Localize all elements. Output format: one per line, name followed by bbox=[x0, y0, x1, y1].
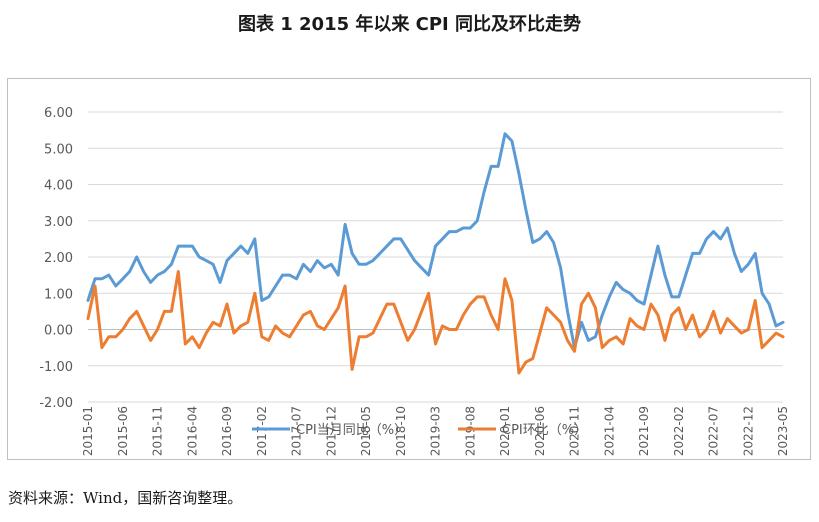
chart-frame bbox=[7, 78, 811, 460]
x-tick-label: 2015-06 bbox=[116, 406, 130, 456]
series-line-cpi-mom bbox=[86, 270, 785, 375]
y-tick-label: 4.00 bbox=[44, 179, 73, 194]
x-tick-label: 2022-12 bbox=[741, 406, 755, 456]
y-tick-label: 5.00 bbox=[44, 142, 73, 157]
legend-label: CPI环比（%） bbox=[502, 423, 587, 438]
x-tick-label: 2020-01 bbox=[498, 406, 512, 456]
x-tick-label: 2021-04 bbox=[602, 406, 616, 456]
y-tick-label: -2.00 bbox=[39, 396, 73, 411]
series-layer bbox=[86, 132, 785, 375]
x-tick-label: 2017-02 bbox=[255, 406, 269, 456]
y-tick-label: -1.00 bbox=[39, 360, 73, 375]
y-tick-label: 2.00 bbox=[44, 251, 73, 266]
x-tick-label: 2023-05 bbox=[776, 406, 790, 456]
x-tick-label: 2016-09 bbox=[220, 406, 234, 456]
x-tick-label: 2017-12 bbox=[324, 406, 338, 456]
x-tick-labels: 2015-01 2015-06 2015-11 2016-04 2016-09 2017-… bbox=[81, 406, 790, 456]
x-tick-label: 2015-11 bbox=[151, 406, 165, 456]
chart-title: 图表 1 2015 年以来 CPI 同比及环比走势 bbox=[237, 14, 582, 35]
source-note: 资料来源：Wind，国新咨询整理。 bbox=[8, 489, 243, 507]
x-tick-label: 2022-02 bbox=[672, 406, 686, 456]
legend: CPI当月同比（%） CPI环比（%） bbox=[252, 423, 587, 438]
x-tick-label: 2020-06 bbox=[533, 406, 547, 456]
y-tick-label: 6.00 bbox=[44, 106, 73, 121]
series-line-cpi-yoy bbox=[86, 132, 785, 350]
x-tick-label: 2022-07 bbox=[707, 406, 721, 456]
x-tick-label: 2021-09 bbox=[637, 406, 651, 456]
x-tick-label: 2019-03 bbox=[429, 406, 443, 456]
y-tick-label: 3.00 bbox=[44, 215, 73, 230]
x-tick-label: 2019-08 bbox=[463, 406, 477, 456]
x-tick-label: 2018-05 bbox=[359, 406, 373, 456]
x-tick-label: 2016-04 bbox=[185, 406, 199, 456]
x-tick-label: 2020-11 bbox=[568, 406, 582, 456]
x-tick-label: 2017-07 bbox=[290, 406, 304, 456]
y-tick-label: 1.00 bbox=[44, 287, 73, 302]
x-tick-label: 2015-01 bbox=[81, 406, 95, 456]
y-tick-labels: 6.00 5.00 4.00 3.00 2.00 1.00 0.00 -1.00 -2.00 bbox=[39, 106, 73, 411]
x-tick-label: 2018-10 bbox=[394, 406, 408, 456]
legend-label: CPI当月同比（%） bbox=[296, 423, 407, 438]
grid-layer bbox=[88, 111, 783, 403]
y-tick-label: 0.00 bbox=[44, 324, 73, 339]
